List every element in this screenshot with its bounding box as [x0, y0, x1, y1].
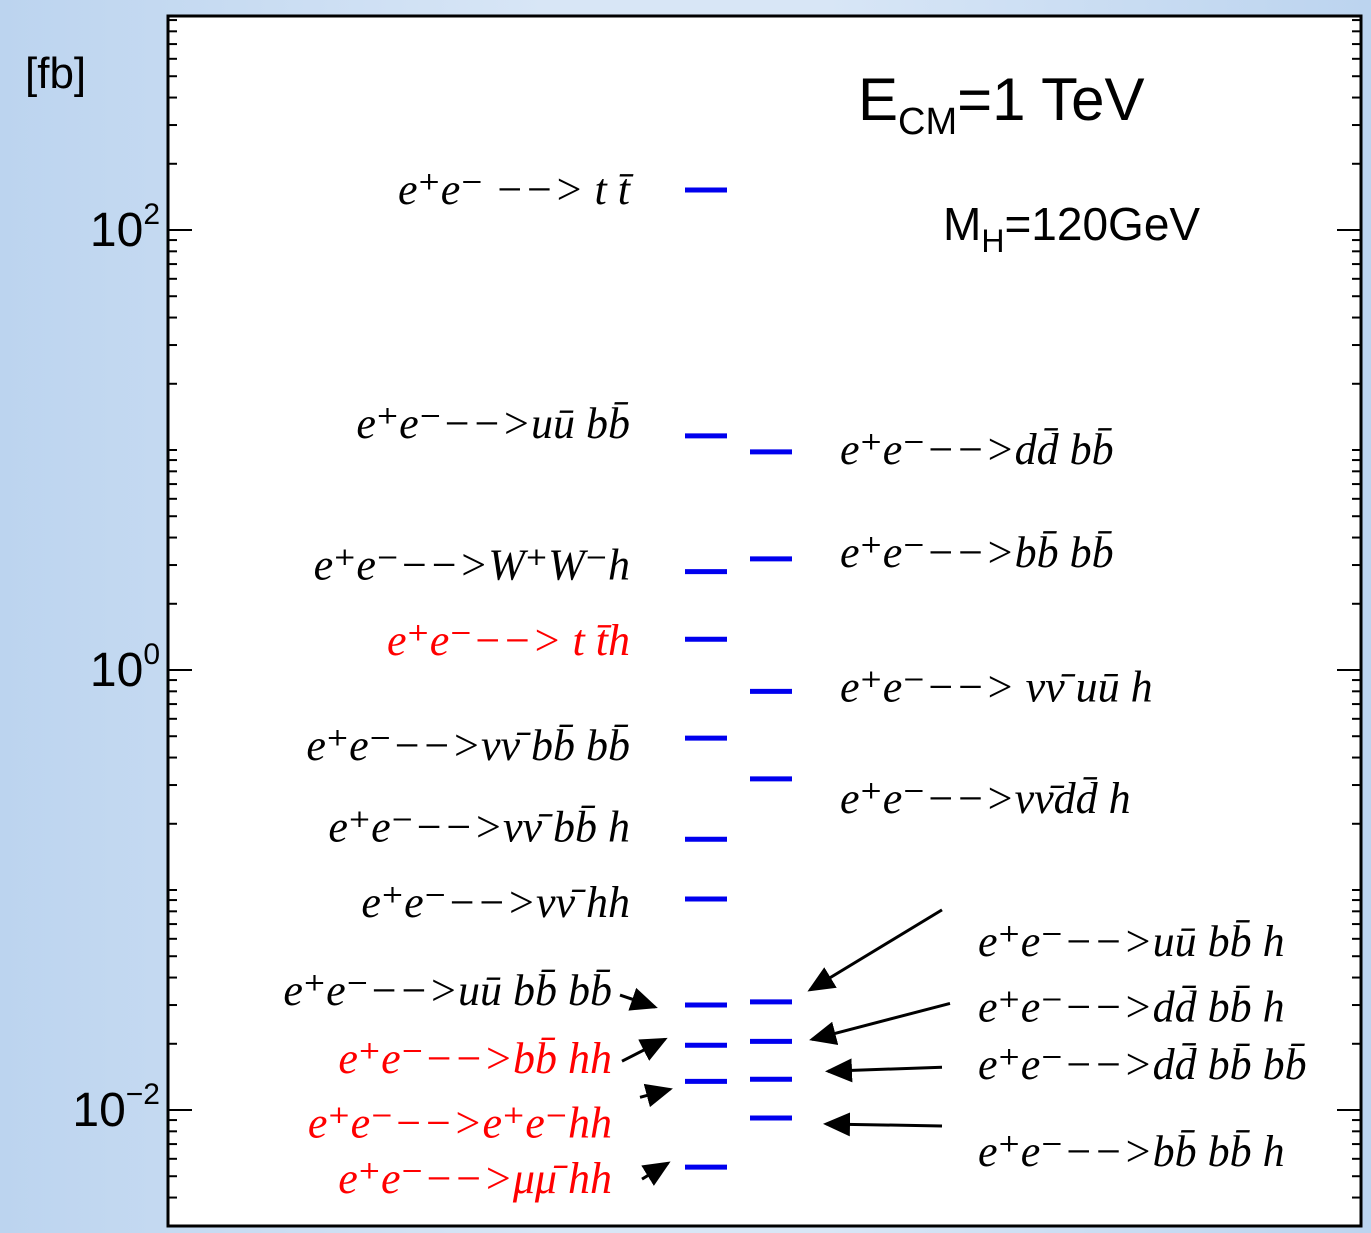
process-label: e⁺e⁻−−> t t̄h — [387, 616, 630, 665]
label-arrow — [619, 987, 658, 1011]
process-labels: e⁺e⁻ −−> t t̄ e⁺e⁻−−>uū bb̄ e⁺e⁻−−>W⁺W⁻h e… — [283, 165, 1306, 1203]
label-arrows — [619, 908, 951, 1186]
process-label: e⁺e⁻−−>dd̄ bb̄ h — [978, 982, 1285, 1031]
y-axis-ticks — [168, 19, 1361, 1199]
y-tick-exponent: 0 — [143, 638, 160, 671]
process-label: e⁺e⁻−−>uū bb̄ — [356, 399, 630, 448]
y-tick-base: 10 — [90, 644, 143, 697]
process-label: e⁺e⁻−−>νν̄ bb̄ bb̄ — [306, 721, 630, 770]
cross-section-markers — [685, 187, 792, 1170]
ecm-main: E — [858, 66, 898, 133]
label-arrow — [641, 1161, 671, 1186]
y-tick-label: 10−2 — [72, 1078, 160, 1137]
process-label: e⁺e⁻−−>uū bb̄ h — [978, 917, 1285, 966]
label-arrow — [639, 1083, 673, 1108]
label-arrow — [823, 1112, 943, 1137]
process-label: e⁺e⁻−−> νν̄ uū h — [840, 662, 1153, 711]
mh-rest: =120GeV — [1004, 198, 1200, 250]
label-arrow — [825, 1058, 943, 1083]
process-label: e⁺e⁻−−>νν̄ bb̄ h — [328, 802, 630, 851]
label-arrow — [621, 1037, 668, 1063]
label-arrow — [807, 908, 943, 992]
y-axis-unit-label: [fb] — [25, 49, 86, 98]
ecm-sub: CM — [898, 101, 957, 143]
process-label: e⁺e⁻−−>e⁺e⁻hh — [308, 1098, 612, 1147]
ecm-annotation: ECM=1 TeV — [858, 66, 1145, 143]
process-label: e⁺e⁻−−>μμ̄ hh — [338, 1154, 612, 1203]
process-label: e⁺e⁻−−>bb̄ hh — [338, 1034, 612, 1083]
process-label: e⁺e⁻−−>dd̄ bb̄ bb̄ — [978, 1040, 1307, 1089]
y-tick-exponent: 2 — [143, 198, 160, 231]
process-label: e⁺e⁻−−>W⁺W⁻h — [314, 541, 630, 590]
mh-main: M — [943, 198, 981, 250]
process-label: e⁺e⁻−−>νν̄dd̄ h — [840, 774, 1131, 823]
ecm-rest: =1 TeV — [957, 66, 1144, 133]
mh-sub: H — [981, 223, 1004, 259]
y-tick-base: 10 — [72, 1084, 125, 1137]
process-label: e⁺e⁻−−>uū bb̄ bb̄ — [283, 966, 612, 1015]
process-label: e⁺e⁻−−>bb̄ bb̄ h — [978, 1127, 1285, 1176]
process-label: e⁺e⁻−−>νν̄ hh — [361, 878, 630, 927]
label-arrow — [809, 1001, 951, 1045]
process-label: e⁺e⁻ −−> t t̄ — [398, 165, 634, 214]
process-label: e⁺e⁻−−>bb̄ bb̄ — [840, 528, 1114, 577]
y-tick-label: 102 — [90, 198, 160, 257]
y-tick-base: 10 — [90, 204, 143, 257]
y-tick-label: 100 — [90, 638, 160, 697]
process-label: e⁺e⁻−−>dd̄ bb̄ — [840, 425, 1114, 474]
y-tick-exponent: −2 — [126, 1078, 160, 1111]
higgs-mass-annotation: MH=120GeV — [943, 198, 1200, 259]
plot-area — [166, 14, 1363, 1228]
